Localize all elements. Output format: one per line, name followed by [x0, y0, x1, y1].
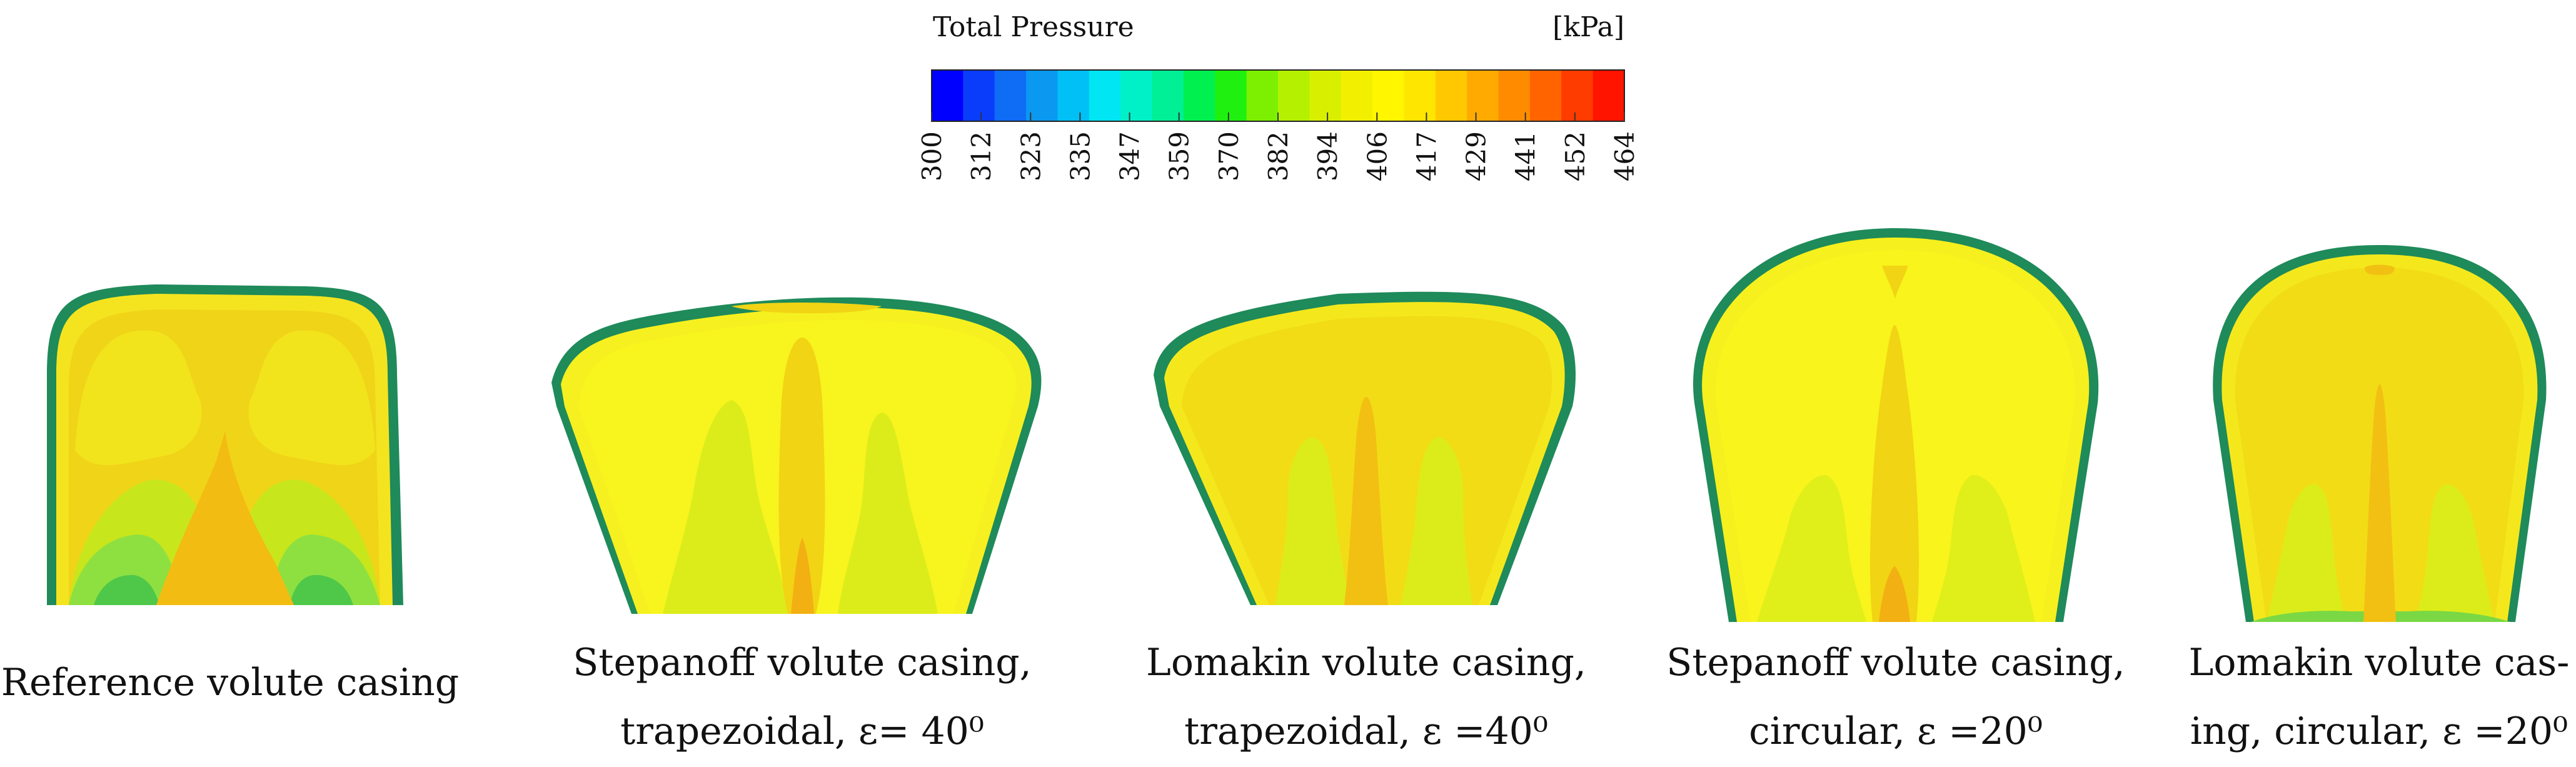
region-orange-base [791, 538, 814, 614]
legend-tick-label: 406 [1362, 131, 1392, 181]
caption-lomakin-circ-line2: ing, circular, ε =20⁰ [2190, 709, 2568, 753]
legend-swatch [994, 70, 1027, 121]
contour-stepanoff-trapezoidal [551, 297, 1042, 614]
region-orange-core [156, 431, 294, 605]
region-lime-left [1757, 475, 1866, 622]
legend-swatch [1120, 70, 1153, 121]
color-legend: Total Pressure [kPa] 300 312 323 335 347 359 3… [917, 11, 1640, 181]
legend-tick-label: 370 [1214, 131, 1244, 181]
region-lime-left [663, 400, 788, 614]
legend-swatch [1529, 70, 1562, 121]
region-amber-spine [778, 338, 825, 614]
region-top-mark [2365, 264, 2395, 275]
legend-swatch [1561, 70, 1594, 121]
region-lime-left [1275, 438, 1351, 605]
legend-swatch [1089, 70, 1121, 121]
caption-lomakin-trap-line2: trapezoidal, ε =40⁰ [1184, 709, 1548, 753]
region-deep-green-left [94, 574, 159, 605]
legend-swatch [1309, 70, 1342, 121]
contour-lomakin-circular [2213, 245, 2547, 622]
legend-unit: [kPa] [1552, 11, 1624, 43]
legend-tick-label: 382 [1263, 131, 1294, 181]
legend-tick-label: 452 [1560, 131, 1591, 181]
legend-swatch [1372, 70, 1405, 121]
legend-swatch [963, 70, 995, 121]
region-inner-yellow-right [248, 330, 375, 465]
legend-color-bar [931, 69, 1625, 122]
region-lime-left [2267, 484, 2346, 622]
contour-reference-volute [47, 284, 403, 605]
caption-stepanoff-trap-line2: trapezoidal, ε= 40⁰ [620, 709, 984, 753]
legend-tick-label: 429 [1461, 131, 1492, 181]
legend-tick-label: 464 [1609, 131, 1640, 181]
legend-tick-label: 335 [1065, 131, 1095, 181]
region-orange-base [1879, 566, 1910, 622]
legend-tick-label: 394 [1312, 131, 1343, 181]
region-lime-right [1401, 438, 1472, 605]
legend-swatch [1246, 70, 1279, 121]
legend-swatch [1592, 70, 1625, 121]
legend-tick-label: 347 [1115, 131, 1145, 181]
legend-title: Total Pressure [933, 11, 1134, 43]
legend-swatch [1026, 70, 1059, 121]
captions: Reference volute casing Stepanoff volute… [1, 641, 2570, 753]
legend-swatch [1278, 70, 1310, 121]
region-deep-green-right [289, 574, 353, 605]
caption-stepanoff-trap-line1: Stepanoff volute casing, [573, 641, 1031, 684]
region-lime-right [2415, 484, 2495, 622]
legend-tick-label: 300 [917, 131, 947, 181]
legend-tick-labels: 300 312 323 335 347 359 370 382 394 406 417 429 441 4… [917, 131, 1640, 181]
legend-swatch [932, 70, 963, 121]
legend-swatch [1341, 70, 1373, 121]
legend-tick-label: 323 [1015, 131, 1046, 181]
region-orange-spine [1344, 397, 1388, 605]
caption-stepanoff-circ-line2: circular, ε =20⁰ [1749, 709, 2043, 753]
legend-swatch [1435, 70, 1467, 121]
region-orange-spine [2363, 384, 2396, 622]
legend-tick-label: 441 [1511, 131, 1541, 181]
legend-tick-label: 359 [1164, 131, 1195, 181]
legend-swatch [1183, 70, 1215, 121]
legend-swatch [1467, 70, 1499, 121]
legend-tick-label: 417 [1411, 131, 1442, 181]
caption-lomakin-circ-line1: Lomakin volute cas- [2189, 641, 2570, 684]
caption-lomakin-trap-line1: Lomakin volute casing, [1146, 641, 1586, 684]
caption-reference-line1: Reference volute casing [1, 661, 459, 704]
region-amber-spine [1869, 325, 1919, 622]
region-lime-right [838, 413, 938, 614]
legend-tick-label: 312 [966, 131, 997, 181]
region-top-mark [1882, 266, 1908, 299]
legend-swatch [1057, 70, 1090, 121]
legend-swatch [1404, 70, 1436, 121]
region-lime-right [1932, 475, 2035, 622]
contour-lomakin-trapezoidal [1154, 291, 1576, 605]
region-inner-yellow-left [75, 330, 202, 465]
region-top-band [732, 303, 882, 314]
caption-stepanoff-circ-line1: Stepanoff volute casing, [1666, 641, 2125, 684]
region-green-left [69, 534, 181, 605]
legend-swatch [1215, 70, 1247, 121]
contour-stepanoff-circular [1693, 228, 2099, 622]
